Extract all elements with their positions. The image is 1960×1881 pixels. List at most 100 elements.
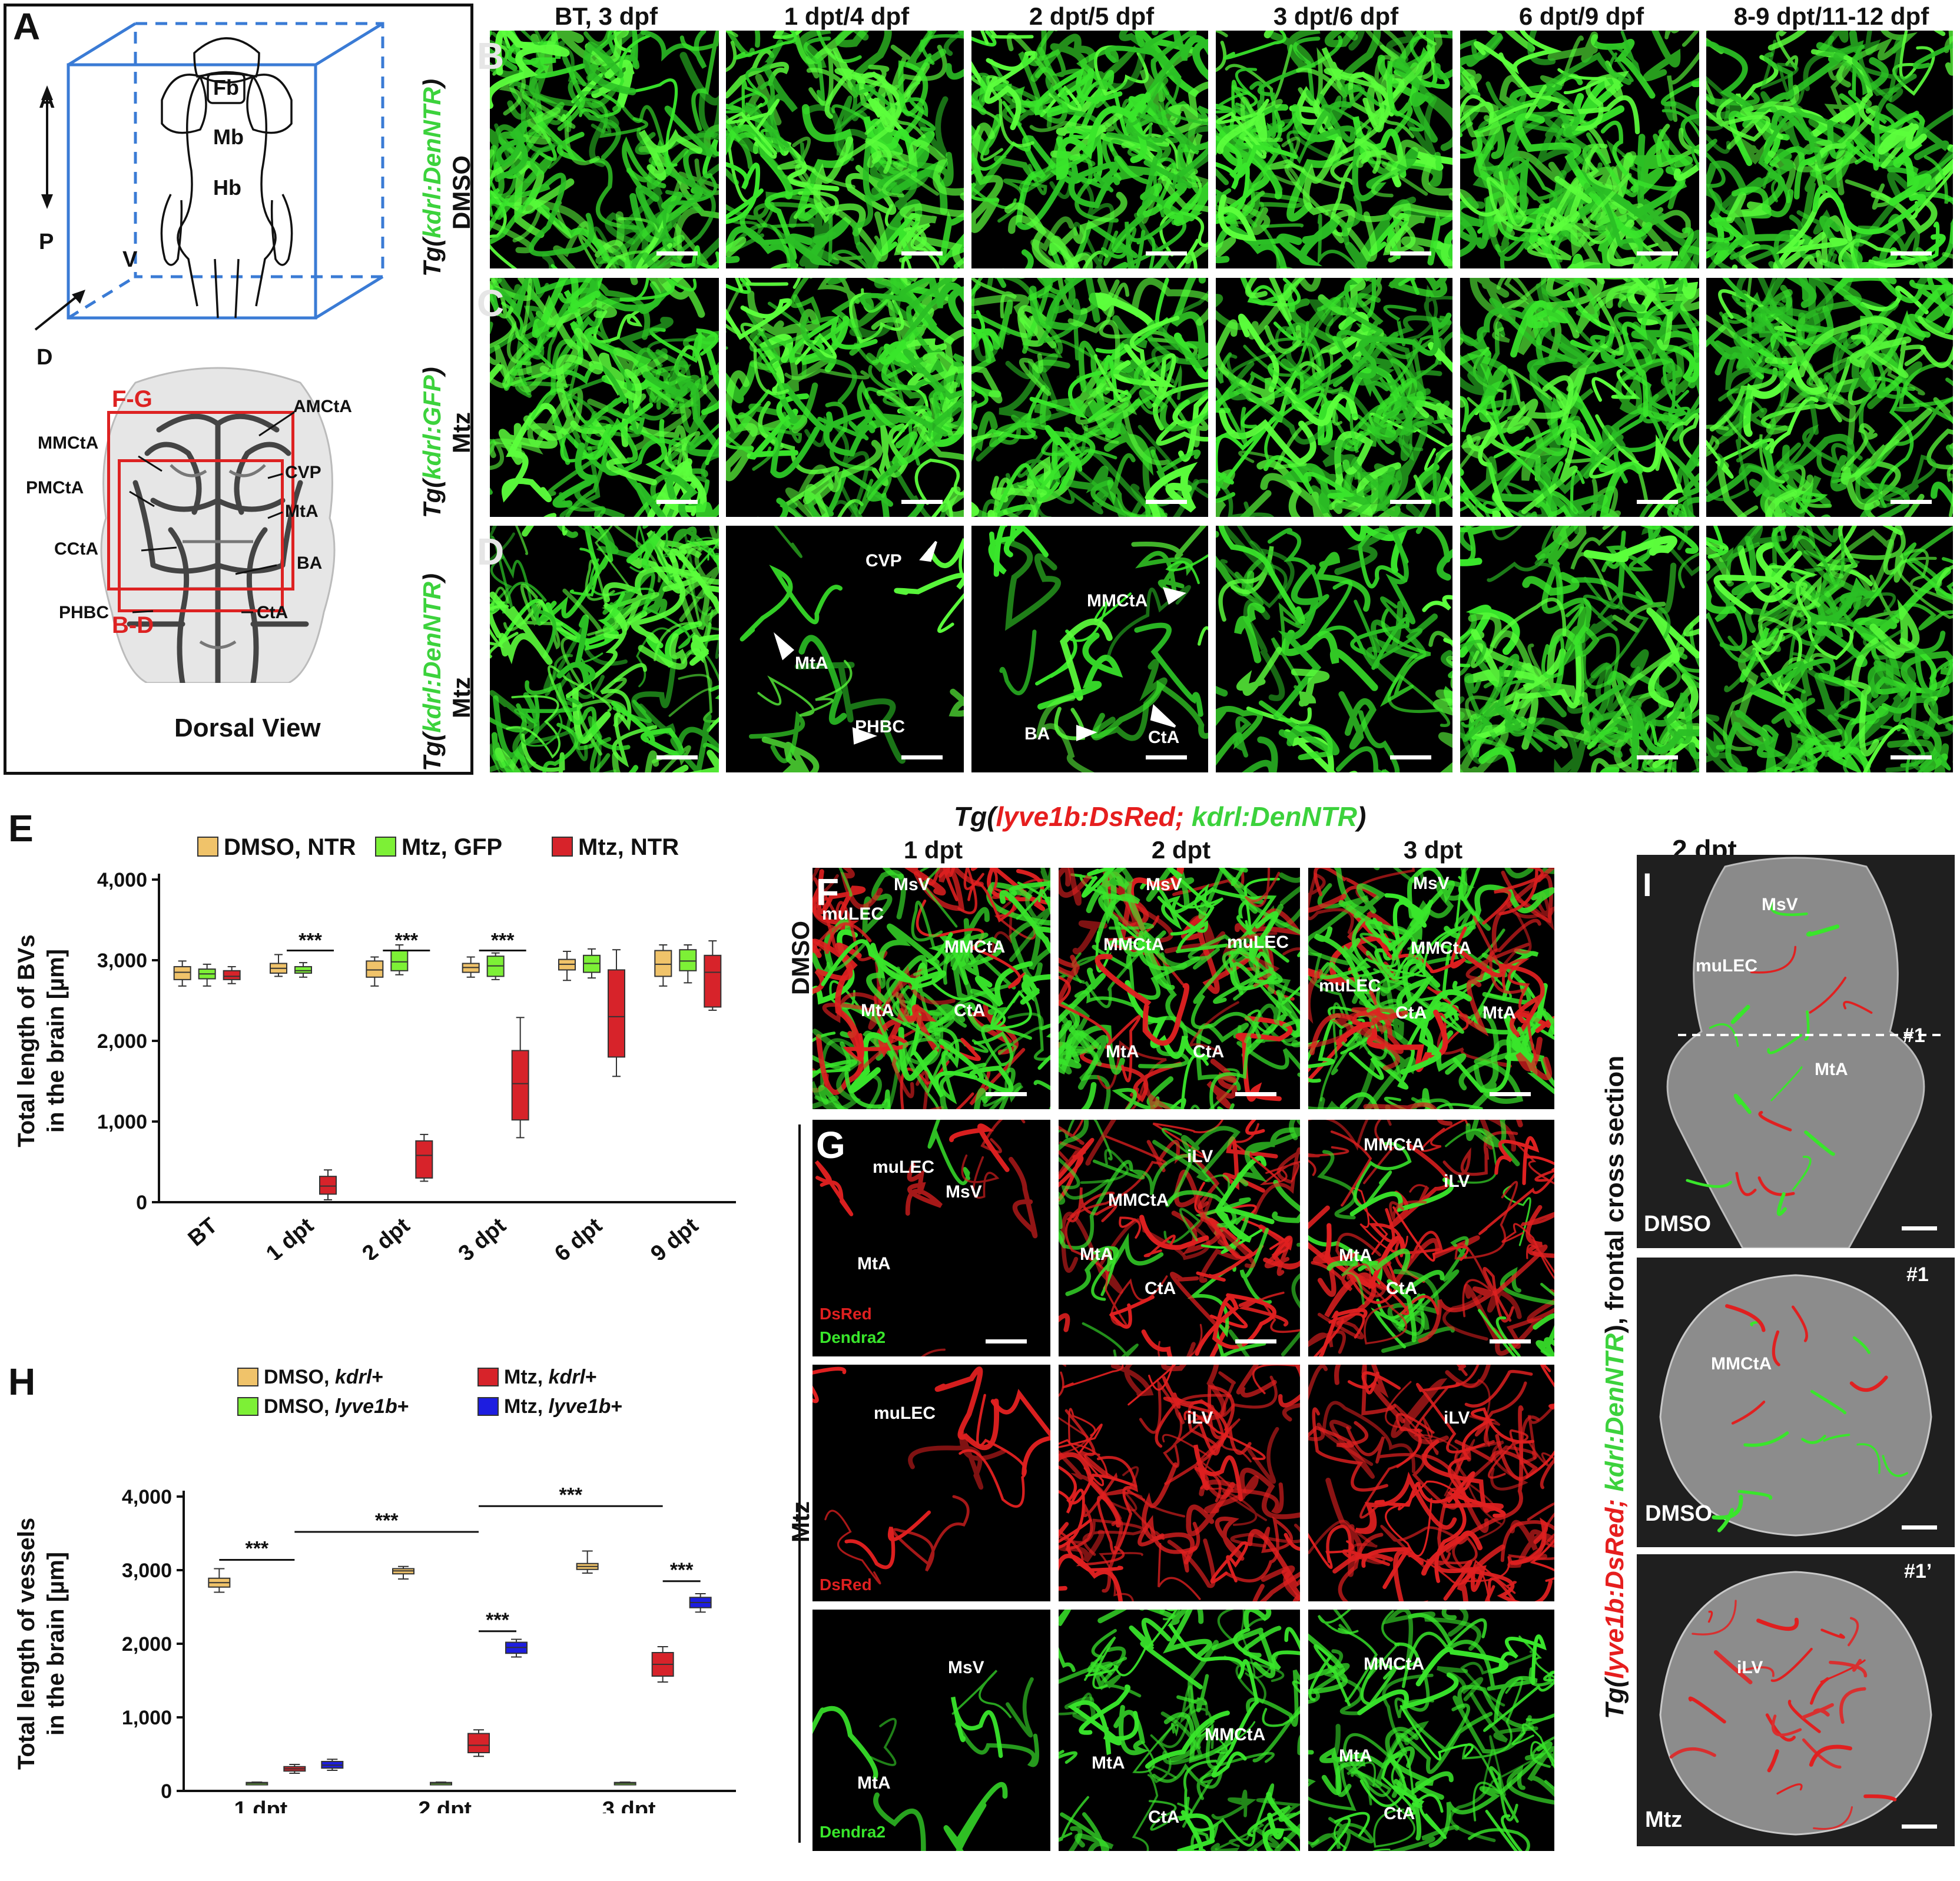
- micrograph-g-mtz-dendra2-2: [1059, 1610, 1300, 1851]
- row-c-close: ): [418, 367, 446, 376]
- scale-bar: [1902, 1824, 1937, 1829]
- i-ann-msv: MsV: [1762, 895, 1798, 914]
- micrograph-c-4: [1216, 278, 1452, 517]
- box-dmso-ntr-0: [173, 960, 191, 987]
- label-ba: BA: [297, 553, 323, 573]
- scale-bar: [1891, 755, 1932, 759]
- legend-label: DMSO, NTR: [224, 834, 356, 860]
- legend-label: Mtz, lyve1b+: [504, 1395, 622, 1418]
- box-dmso-ntr-3: [462, 956, 480, 978]
- sig-label: ***: [394, 930, 418, 952]
- label-amcta: AMCtA: [293, 397, 352, 416]
- row-label-b: Tg(kdrl:DenNTR): [418, 79, 446, 277]
- y-axis-label-2: in the brain [µm]: [43, 949, 69, 1133]
- panel-letter-f: F: [816, 871, 840, 913]
- region-hb: Hb: [213, 175, 241, 200]
- micrograph-c-2: [726, 278, 964, 517]
- i-dmso-label: DMSO: [1644, 1212, 1711, 1236]
- sig-label: ***: [486, 1609, 509, 1631]
- scale-bar: [901, 500, 943, 504]
- chart-e: 0 1,000 2,000 3,000 4,000 Total length of BVs…: [14, 834, 736, 1260]
- micrograph-d-5: [1460, 526, 1699, 772]
- box-dmso-ntr-1: [270, 954, 287, 977]
- i-ann-mta: MtA: [1815, 1060, 1848, 1079]
- fg-annotation-ilv: iLV: [1187, 1408, 1213, 1428]
- box-mtz-gfp-1: [294, 962, 312, 978]
- fg-row-dmso: DMSO: [787, 921, 814, 995]
- y-axis-label-2: in the brain [µm]: [43, 1552, 69, 1736]
- legend-label: Mtz, kdrl+: [504, 1366, 597, 1388]
- panel-i-dmso-section: [1637, 1258, 1955, 1547]
- box-mtz-kdrl--1: [467, 1729, 490, 1757]
- sig-label: ***: [670, 1559, 694, 1581]
- panel-letter-e: E: [8, 807, 34, 850]
- legend-swatch: [197, 837, 218, 857]
- fg-annotation-msv: MsV: [1413, 874, 1450, 893]
- label-mta: MtA: [285, 502, 319, 521]
- panel-i-side-close: ), frontal cross section: [1600, 1055, 1629, 1333]
- x-tick-label: 9 dpt: [646, 1213, 704, 1260]
- y-tick-label: 0: [161, 1780, 172, 1803]
- d-ann-phbc: PHBC: [855, 717, 906, 737]
- legend-swatch: [477, 1397, 499, 1416]
- y-tick-label: 4,000: [122, 1486, 172, 1508]
- region-fb: Fb: [213, 75, 239, 99]
- fg-col-header: 3 dpt: [1403, 836, 1463, 864]
- d-ann-ba: BA: [1024, 724, 1050, 744]
- panel-i-dmso-dorsal: [1637, 855, 1955, 1248]
- i-ann-ilv: iLV: [1737, 1658, 1763, 1677]
- d-ann-cta: CtA: [1148, 728, 1180, 747]
- fg-annotation-mta: MtA: [1483, 1003, 1516, 1023]
- panel-i-side-green: kdrl:DenNTR: [1600, 1333, 1629, 1492]
- y-tick-label: 2,000: [97, 1030, 147, 1053]
- i-mtz-label: Mtz: [1645, 1807, 1683, 1832]
- channel-label: DsRed: [820, 1575, 872, 1594]
- y-tick-label: 0: [136, 1192, 147, 1214]
- scale-bar: [1235, 1339, 1276, 1343]
- y-tick-label: 4,000: [97, 869, 147, 891]
- scale-bar: [1490, 1092, 1531, 1096]
- box-mtz-gfp-5: [679, 944, 697, 984]
- box-dmso-kdrl--2: [576, 1550, 599, 1574]
- fg-title-red: lyve1b:DsRed;: [996, 801, 1185, 832]
- micrograph-c-1: [490, 278, 719, 517]
- box-dmso-kdrl--1: [392, 1565, 414, 1580]
- fg-title: Tg(lyve1b:DsRed; kdrl:DenNTR): [954, 801, 1366, 832]
- fg-annotation-mta: MtA: [1106, 1042, 1139, 1061]
- scale-bar: [1146, 251, 1187, 256]
- fg-annotation-mta: MtA: [857, 1773, 891, 1793]
- panel-letter-h: H: [8, 1361, 36, 1403]
- micrograph-c-5: [1460, 278, 1699, 517]
- scale-bar: [656, 500, 698, 504]
- row-d-gene: kdrl:DenNTR: [418, 582, 446, 733]
- box-dmso-ntr-2: [366, 956, 384, 987]
- scale-bar: [901, 251, 943, 256]
- fg-annotation-ilv: iLV: [1187, 1147, 1213, 1166]
- x-tick-label: 2 dpt: [358, 1213, 415, 1260]
- micrograph-d-4: [1216, 526, 1452, 772]
- fg-annotation-msv: MsV: [946, 1182, 982, 1202]
- box-dmso-ntr-5: [654, 944, 672, 987]
- axis-label-a: A: [39, 88, 55, 113]
- scale-bar: [1637, 251, 1678, 256]
- panel-letter-d: D: [477, 530, 505, 573]
- timepoint-header: BT, 3 dpf: [555, 2, 658, 30]
- row-b-gene: kdrl:DenNTR: [418, 87, 446, 238]
- scale-bar: [1891, 500, 1932, 504]
- scale-bar: [656, 755, 698, 759]
- fg-annotation-mmcta: MMCtA: [1103, 935, 1165, 954]
- micrograph-f-dmso-merge-1: [812, 868, 1050, 1109]
- panel-letter-a: A: [13, 5, 41, 48]
- sig-label: ***: [491, 930, 515, 952]
- micrograph-g-mtz-dsred-2: [1059, 1365, 1300, 1601]
- x-tick-label: 6 dpt: [550, 1213, 607, 1260]
- fg-annotation-msv: MsV: [948, 1658, 984, 1677]
- sig-label: ***: [375, 1510, 399, 1532]
- scale-bar: [1637, 500, 1678, 504]
- fg-annotation-mmcta: MMCtA: [1364, 1654, 1425, 1674]
- box-mtz-kdrl--0: [283, 1764, 306, 1774]
- row-label-d: Tg(kdrl:DenNTR): [418, 573, 446, 771]
- micrograph-b-2: [726, 31, 964, 268]
- fg-col-header: 2 dpt: [1151, 836, 1211, 864]
- micrograph-g-mtz-merge-3: [1308, 1120, 1554, 1356]
